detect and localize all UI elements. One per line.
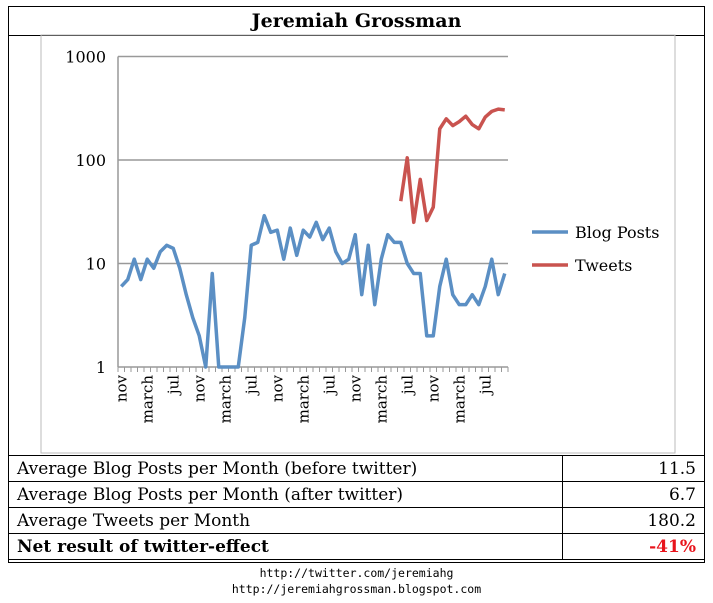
x-tick-label: nov <box>268 374 286 402</box>
legend-label: Tweets <box>575 256 632 275</box>
stat-value: 6.7 <box>562 481 705 508</box>
x-tick-label: march <box>138 375 156 424</box>
y-tick-label: 1000 <box>65 48 106 67</box>
table-row: Average Blog Posts per Month (before twi… <box>8 455 705 482</box>
y-tick-label: 10 <box>86 255 106 274</box>
x-tick-label: jul <box>320 375 338 396</box>
x-tick-label: nov <box>346 374 364 402</box>
stat-label: Average Blog Posts per Month (after twit… <box>8 481 563 508</box>
table-row: Average Tweets per Month 180.2 <box>8 507 705 534</box>
stat-label: Net result of twitter-effect <box>8 533 563 560</box>
x-tick-label: nov <box>190 374 208 402</box>
plot-border <box>40 34 676 454</box>
x-tick-label: jul <box>476 375 494 396</box>
legend-label: Blog Posts <box>575 223 659 242</box>
stat-value: 11.5 <box>562 455 705 482</box>
x-tick-label: nov <box>112 374 130 402</box>
series-line-tweets <box>399 107 505 225</box>
series-line-blog-posts <box>119 213 507 369</box>
x-tick-label: nov <box>424 374 442 402</box>
x-tick-label: march <box>294 375 312 424</box>
net-result-value: -41% <box>562 533 705 560</box>
x-tick-label: jul <box>164 375 182 396</box>
y-tick-label: 100 <box>75 151 106 170</box>
x-tick-label: jul <box>242 375 260 396</box>
x-tick-label: jul <box>398 375 416 396</box>
twitter-link[interactable]: http://twitter.com/jeremiahg <box>259 566 454 580</box>
y-tick-label: 1 <box>96 358 106 377</box>
x-tick-label: march <box>216 375 234 424</box>
x-tick-label: march <box>450 375 468 424</box>
stats-table: Average Blog Posts per Month (before twi… <box>8 455 705 560</box>
table-row: Average Blog Posts per Month (after twit… <box>8 481 705 508</box>
stat-value: 180.2 <box>562 507 705 534</box>
table-row: Net result of twitter-effect -41% <box>8 533 705 560</box>
blog-link[interactable]: http://jeremiahgrossman.blogspot.com <box>231 582 482 596</box>
stat-label: Average Blog Posts per Month (before twi… <box>8 455 563 482</box>
x-tick-label: march <box>372 375 390 424</box>
stat-label: Average Tweets per Month <box>8 507 563 534</box>
